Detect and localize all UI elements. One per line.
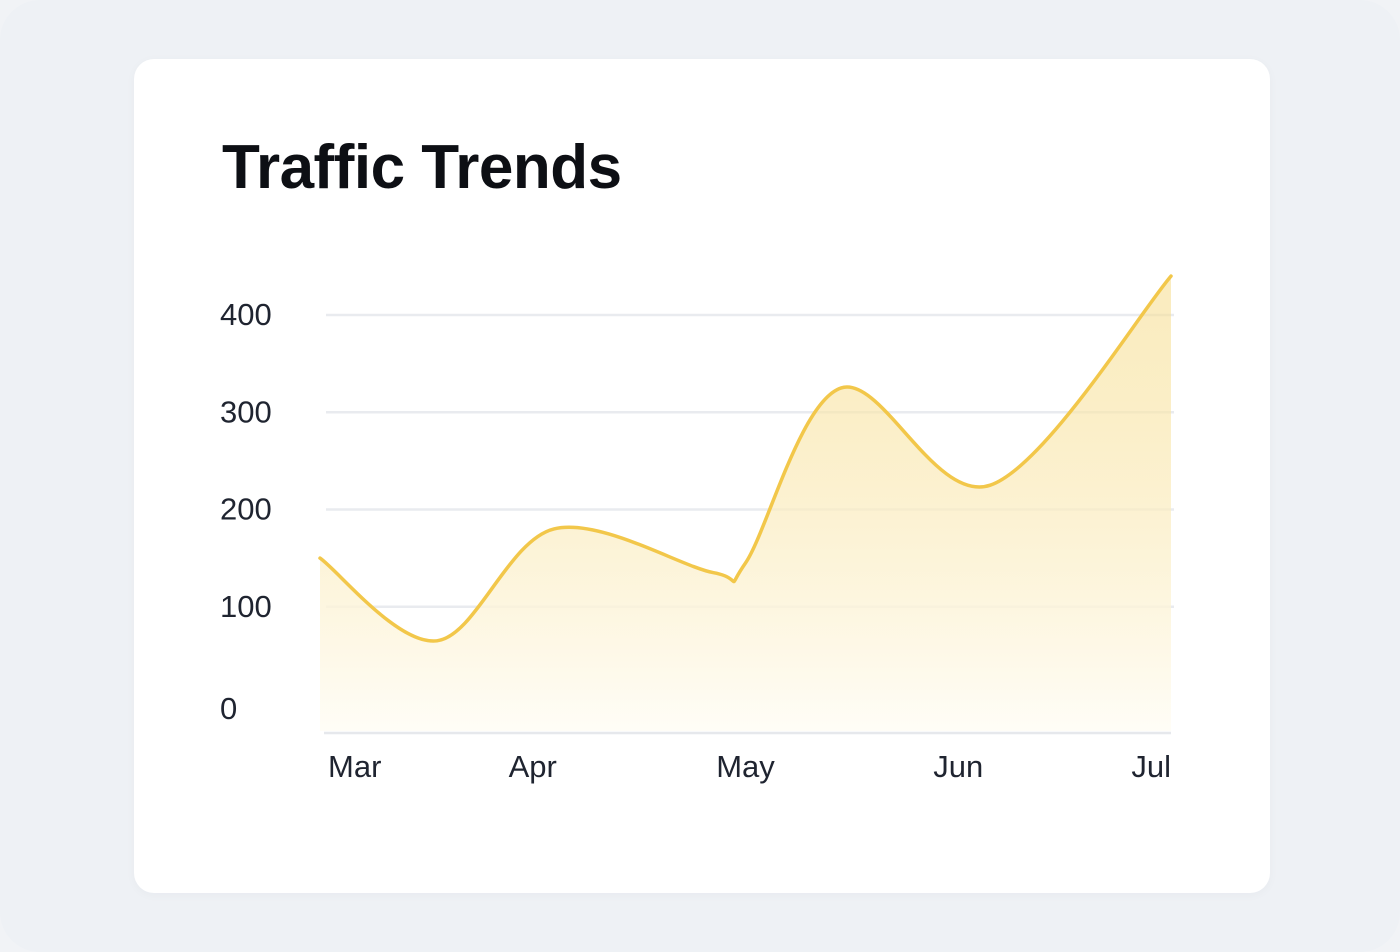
- series-line: [318, 274, 1173, 643]
- traffic-area-chart: 0 100 200 300 400 Mar Apr May Jun Jul: [220, 274, 1174, 784]
- x-tick-label: Mar: [328, 749, 381, 784]
- x-tick-label: Jul: [1131, 749, 1171, 784]
- chart-card: Traffic Trends 0 100 200 300 400 Mar Apr May Ju…: [134, 59, 1270, 893]
- y-axis-tick-labels: 0 100 200 300 400: [220, 297, 272, 726]
- series-area: [320, 276, 1171, 731]
- x-axis-tick-labels: Mar Apr May Jun Jul: [328, 749, 1171, 784]
- y-tick-label: 100: [220, 589, 272, 624]
- chart-title: Traffic Trends: [222, 133, 622, 202]
- x-tick-label: Jun: [933, 749, 983, 784]
- x-tick-label: Apr: [509, 749, 557, 784]
- y-tick-label: 300: [220, 394, 272, 429]
- y-tick-label: 0: [220, 691, 237, 726]
- series-line-layer: [318, 274, 1173, 643]
- x-tick-label: May: [716, 749, 775, 784]
- y-tick-label: 400: [220, 297, 272, 332]
- area-fill-layer: [320, 276, 1171, 731]
- y-tick-label: 200: [220, 492, 272, 527]
